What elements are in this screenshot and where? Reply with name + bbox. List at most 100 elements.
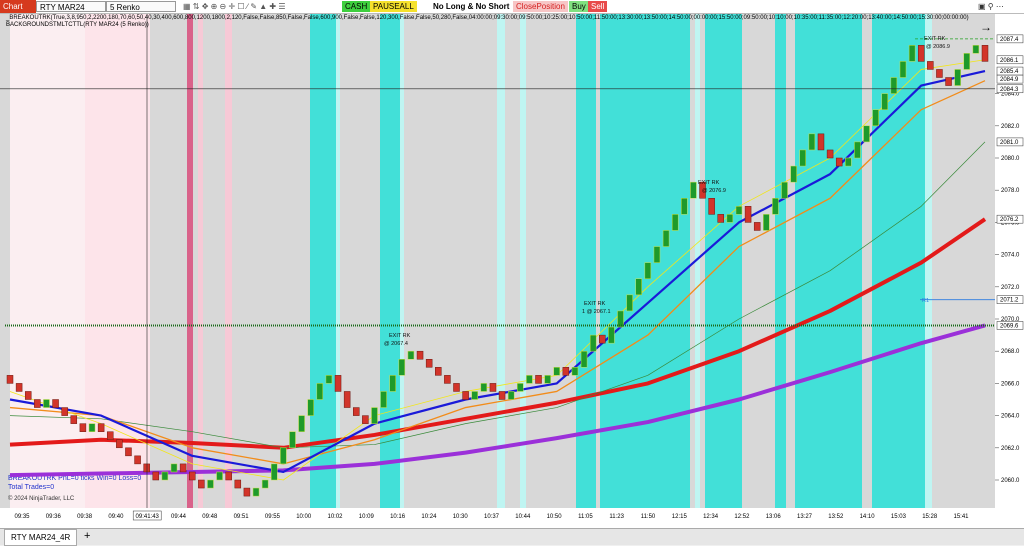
renko-brick	[690, 181, 697, 199]
renko-brick	[106, 431, 114, 441]
annotation: 1 @ 2067.1	[582, 309, 611, 315]
arrow-icon[interactable]: →	[980, 20, 992, 34]
session-band	[872, 14, 925, 508]
session-band	[695, 14, 700, 508]
moving-average	[9, 59, 986, 481]
renko-brick	[307, 399, 314, 416]
time-label: 09:48	[202, 514, 218, 520]
renko-brick	[708, 198, 715, 215]
annotation: @ 2076.9	[702, 188, 726, 194]
toolbar-icons[interactable]: ▦ ⇅ ✥ ⊕ ⊖ ✛ ☐ ∕ ✎ ▲ ✚ ☰	[183, 2, 286, 11]
session-band	[336, 14, 340, 508]
renko-brick	[371, 407, 378, 424]
time-label: 09:36	[46, 514, 62, 520]
crosshair-time-box	[132, 510, 162, 521]
renko-brick	[216, 471, 223, 481]
renko-brick	[34, 399, 41, 408]
time-label: 13:06	[766, 514, 782, 520]
session-band	[795, 14, 862, 508]
session-band	[600, 14, 690, 508]
renko-brick	[881, 93, 889, 110]
renko-brick	[826, 149, 834, 159]
renko-brick	[917, 45, 925, 62]
renko-brick	[608, 326, 615, 344]
renko-brick	[726, 214, 734, 223]
time-label: 11:23	[609, 514, 624, 520]
renko-brick	[599, 334, 606, 344]
session-band	[400, 14, 404, 508]
renko-brick	[70, 415, 78, 424]
annotation: EXIT RK	[584, 301, 606, 307]
pauseall-button[interactable]: PAUSEALL	[370, 1, 417, 12]
chart-tab[interactable]: RTY MAR24_4R	[4, 529, 78, 546]
renko-brick	[125, 447, 132, 457]
price-tick-label: 2070.0	[1001, 317, 1020, 323]
annotation: @ 2067.4	[384, 341, 408, 347]
session-band	[198, 14, 203, 508]
session-band	[310, 14, 336, 508]
price-marker-box	[996, 55, 1024, 65]
time-label: 10:02	[327, 514, 343, 520]
stats-line: BREAKOUTRK PnL=0 ticks Win=0 Loss=0	[8, 475, 141, 482]
renko-brick	[444, 375, 451, 384]
renko-brick	[717, 214, 724, 223]
time-label: 10:30	[453, 514, 469, 520]
renko-brick	[626, 294, 633, 312]
time-label: 10:50	[547, 514, 563, 520]
renko-brick	[571, 367, 579, 376]
renko-brick	[280, 447, 287, 465]
price-tick-label: 2062.0	[1001, 446, 1020, 452]
buy-button[interactable]: Buy	[569, 1, 589, 12]
renko-brick	[817, 133, 825, 151]
instrument-select[interactable]: RTY MAR24	[36, 1, 106, 12]
session-band	[775, 14, 786, 508]
renko-brick	[143, 463, 150, 473]
session-band	[520, 14, 526, 508]
time-label: 12:34	[703, 514, 719, 520]
chart-tab[interactable]: Chart	[0, 0, 36, 13]
renko-brick	[526, 375, 533, 384]
renko-brick	[116, 439, 123, 449]
session-band	[497, 14, 505, 508]
renko-brick	[507, 391, 515, 400]
renko-brick	[407, 350, 415, 360]
renko-brick	[972, 45, 980, 54]
renko-brick	[343, 391, 351, 408]
cash-button[interactable]: CASH	[342, 1, 371, 12]
time-label: 15:41	[953, 514, 969, 520]
session-band	[925, 14, 932, 508]
renko-brick	[252, 487, 260, 497]
price-marker-box	[996, 321, 1024, 330]
price-marker-box	[996, 137, 1024, 147]
renko-brick	[6, 375, 14, 384]
renko-brick	[289, 431, 296, 449]
renko-brick	[653, 246, 661, 263]
price-marker-box	[996, 34, 1024, 44]
time-label: 09:51	[234, 514, 250, 520]
close-position-button[interactable]: ClosePosition	[513, 1, 568, 12]
renko-brick	[681, 198, 688, 215]
chart: _BREAKOUTRK(True,3,8,950,2,2200,180,70,6…	[0, 14, 1024, 528]
window-icons[interactable]: ▣ ⚲ ⋯	[978, 2, 1004, 11]
renko-brick	[334, 375, 342, 392]
renko-brick	[234, 479, 242, 489]
price-marker-label: 2069.6	[1000, 323, 1019, 329]
time-label: 13:52	[828, 514, 844, 520]
renko-brick	[453, 383, 460, 392]
time-label: 10:44	[515, 514, 531, 520]
time-label: 15:28	[922, 514, 938, 520]
add-tab[interactable]: +	[84, 530, 91, 542]
price-tick-label: 2084.0	[1001, 92, 1020, 98]
renko-brick	[471, 391, 478, 400]
price-tick-label: 2060.0	[1001, 478, 1020, 484]
renko-brick	[179, 463, 187, 473]
renko-brick	[854, 141, 861, 159]
time-label: 09:35	[14, 514, 30, 520]
price-marker-label: 2076.2	[1000, 217, 1019, 223]
renko-brick	[243, 487, 251, 497]
time-label: 11:05	[578, 514, 593, 520]
renko-brick	[535, 375, 542, 384]
bar-type-select[interactable]: 5 Renko	[106, 1, 176, 12]
sell-button[interactable]: Sell	[588, 1, 608, 12]
price-tick-label: 2072.0	[1001, 285, 1020, 291]
